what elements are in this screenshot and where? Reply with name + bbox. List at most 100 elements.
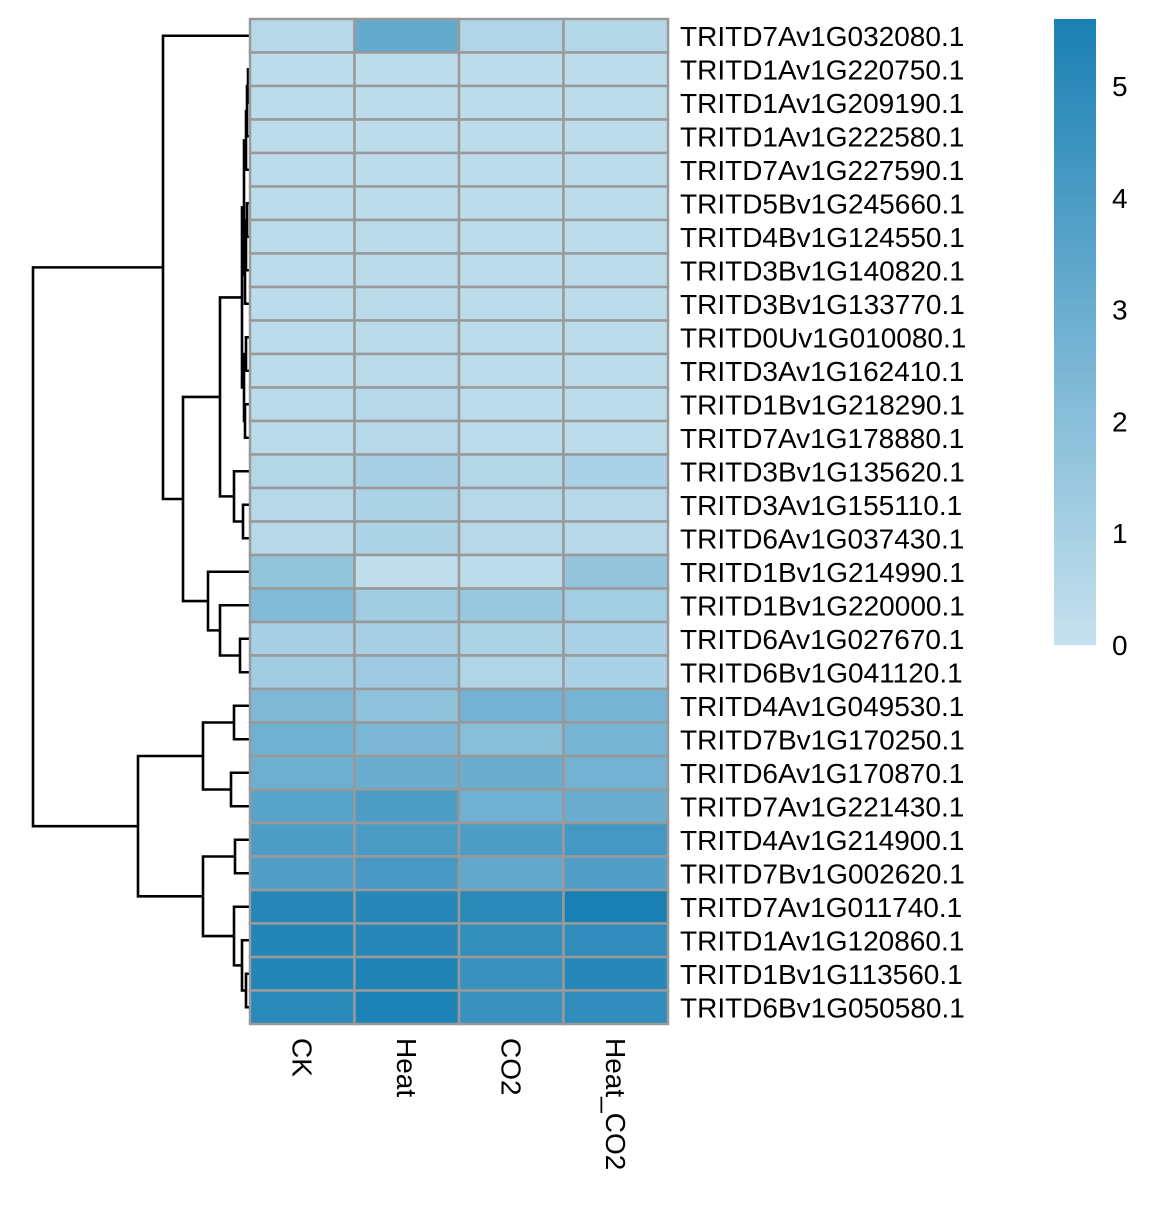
heatmap-cell xyxy=(248,51,356,88)
row-label: TRITD4Bv1G124550.1 xyxy=(680,222,965,253)
column-label: Heat_CO2 xyxy=(600,1038,631,1170)
heatmap-cell xyxy=(248,151,356,188)
dendrogram-branch xyxy=(206,570,250,632)
row-label: TRITD7Av1G227590.1 xyxy=(680,155,964,186)
heatmap-cell xyxy=(457,855,565,892)
row-label: TRITD4Av1G214900.1 xyxy=(680,825,964,856)
heatmap-cell xyxy=(562,252,670,289)
dendrogram-branch xyxy=(232,704,250,741)
heatmap-cell xyxy=(353,118,461,155)
row-label: TRITD1Bv1G113560.1 xyxy=(680,959,963,990)
heatmap-cell xyxy=(248,955,356,992)
heatmap-cell xyxy=(562,386,670,423)
heatmap-cell xyxy=(562,788,670,825)
heatmap-cell xyxy=(353,587,461,624)
row-label: TRITD5Bv1G245660.1 xyxy=(680,188,965,219)
column-label: CO2 xyxy=(495,1038,526,1096)
row-label: TRITD3Bv1G135620.1 xyxy=(680,456,965,487)
heatmap-cell xyxy=(353,922,461,959)
heatmap-cell xyxy=(248,855,356,892)
heatmap-cell xyxy=(353,84,461,121)
row-label: TRITD3Av1G155110.1 xyxy=(680,490,962,521)
legend-tick-label: 3 xyxy=(1112,295,1128,326)
heatmap-cell xyxy=(248,218,356,255)
heatmap-cell xyxy=(457,419,565,456)
row-label: TRITD6Av1G027670.1 xyxy=(680,624,964,655)
row-label: TRITD6Bv1G041120.1 xyxy=(680,657,963,688)
legend-tick-label: 0 xyxy=(1112,630,1128,661)
heatmap-cell xyxy=(562,855,670,892)
heatmap-cell xyxy=(353,51,461,88)
heatmap-cell xyxy=(562,486,670,523)
heatmap-cell xyxy=(248,687,356,724)
color-legend: 0 1 2 3 4 5 xyxy=(1054,19,1128,661)
heatmap-cell xyxy=(562,888,670,925)
dendrogram-branch xyxy=(233,838,250,875)
heatmap-cell xyxy=(248,754,356,791)
heatmap-cell xyxy=(248,84,356,121)
heatmap-cell xyxy=(353,151,461,188)
heatmap-cell xyxy=(562,51,670,88)
row-label: TRITD3Bv1G133770.1 xyxy=(680,289,965,320)
heatmap-cell xyxy=(353,285,461,322)
heatmap-cell xyxy=(457,989,565,1026)
heatmap-cell xyxy=(562,319,670,356)
heatmap-cell xyxy=(562,453,670,490)
heatmap-cell xyxy=(457,754,565,791)
heatmap-cell xyxy=(457,185,565,222)
heatmap-cell xyxy=(353,386,461,423)
heatmap-cell xyxy=(248,587,356,624)
heatmap-cell xyxy=(248,319,356,356)
heatmap-cell xyxy=(353,185,461,222)
row-label: TRITD6Av1G037430.1 xyxy=(680,523,964,554)
heatmap-cell xyxy=(562,151,670,188)
heatmap-cell xyxy=(353,888,461,925)
dendrogram-branch xyxy=(238,637,250,674)
heatmap-cell xyxy=(562,520,670,557)
heatmap-cell xyxy=(457,17,565,54)
heatmap-cell xyxy=(353,352,461,389)
heatmap-cell xyxy=(562,955,670,992)
heatmap-cell xyxy=(248,788,356,825)
heatmap-cell xyxy=(353,989,461,1026)
heatmap-cell xyxy=(248,419,356,456)
row-label: TRITD6Bv1G050580.1 xyxy=(680,992,965,1023)
heatmap-cell xyxy=(353,788,461,825)
heatmap-cell xyxy=(457,955,565,992)
heatmap-cell xyxy=(562,721,670,758)
dendrogram-branch xyxy=(201,721,234,791)
row-label: TRITD7Av1G032080.1 xyxy=(680,21,964,52)
heatmap-cell xyxy=(457,888,565,925)
heatmap-cell xyxy=(248,285,356,322)
heatmap-cell xyxy=(457,587,565,624)
heatmap-cell xyxy=(353,721,461,758)
heatmap-cell xyxy=(248,620,356,657)
heatmap-cells xyxy=(248,17,670,1026)
heatmap-cell xyxy=(248,721,356,758)
heatmap-cell xyxy=(562,754,670,791)
heatmap-cell xyxy=(353,319,461,356)
heatmap-cell xyxy=(457,352,565,389)
heatmap-cell xyxy=(457,252,565,289)
heatmap-cell xyxy=(457,553,565,590)
heatmap-cell xyxy=(353,620,461,657)
heatmap-cell xyxy=(248,352,356,389)
heatmap-cell xyxy=(457,520,565,557)
heatmap-cell xyxy=(248,888,356,925)
heatmap-cell xyxy=(562,620,670,657)
row-label: TRITD1Bv1G220000.1 xyxy=(680,590,965,621)
legend-tick-label: 2 xyxy=(1112,406,1128,437)
row-label: TRITD7Bv1G002620.1 xyxy=(680,858,965,889)
row-label: TRITD1Bv1G214990.1 xyxy=(680,557,965,588)
heatmap-cell xyxy=(248,553,356,590)
row-label: TRITD1Av1G220750.1 xyxy=(680,54,964,85)
dendrogram-branch xyxy=(181,395,220,603)
heatmap-cell xyxy=(248,989,356,1026)
dendrogram-branch xyxy=(218,296,242,498)
heatmap-cell xyxy=(353,486,461,523)
legend-tick-label: 1 xyxy=(1112,518,1128,549)
legend-ticks: 0 1 2 3 4 5 xyxy=(1112,71,1128,661)
heatmap-cell xyxy=(457,687,565,724)
heatmap-cell xyxy=(248,520,356,557)
column-label: CK xyxy=(286,1038,317,1077)
